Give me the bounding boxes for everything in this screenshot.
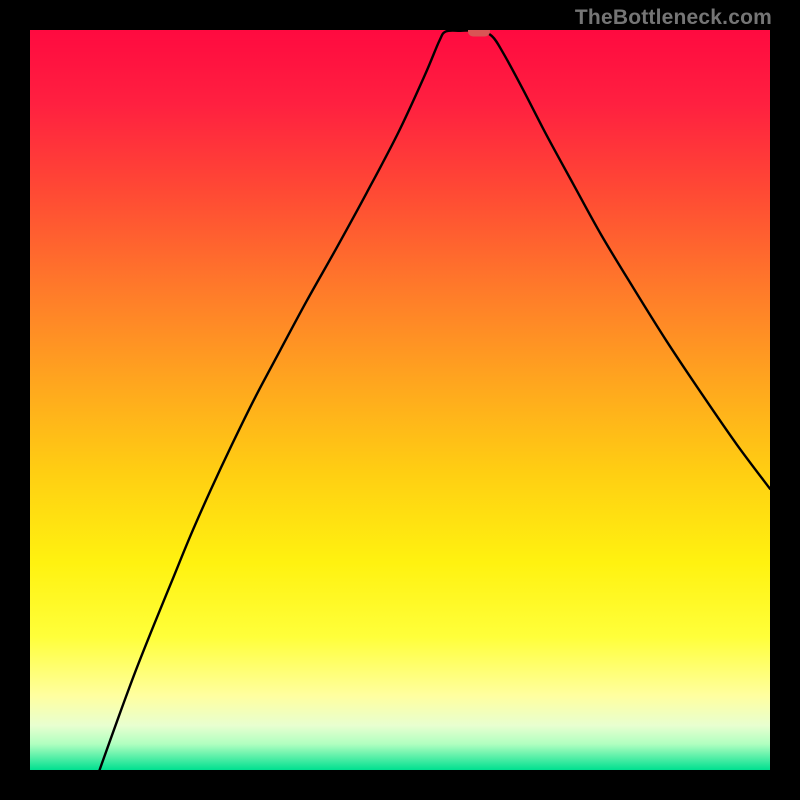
bottleneck-curve: [30, 30, 770, 770]
root: { "canvas": { "width": 800, "height": 80…: [0, 0, 800, 800]
watermark-text: TheBottleneck.com: [575, 6, 772, 30]
bottleneck-curve-path: [100, 30, 770, 770]
optimal-point-marker: [468, 30, 490, 37]
chart-plot-area: [30, 30, 770, 770]
